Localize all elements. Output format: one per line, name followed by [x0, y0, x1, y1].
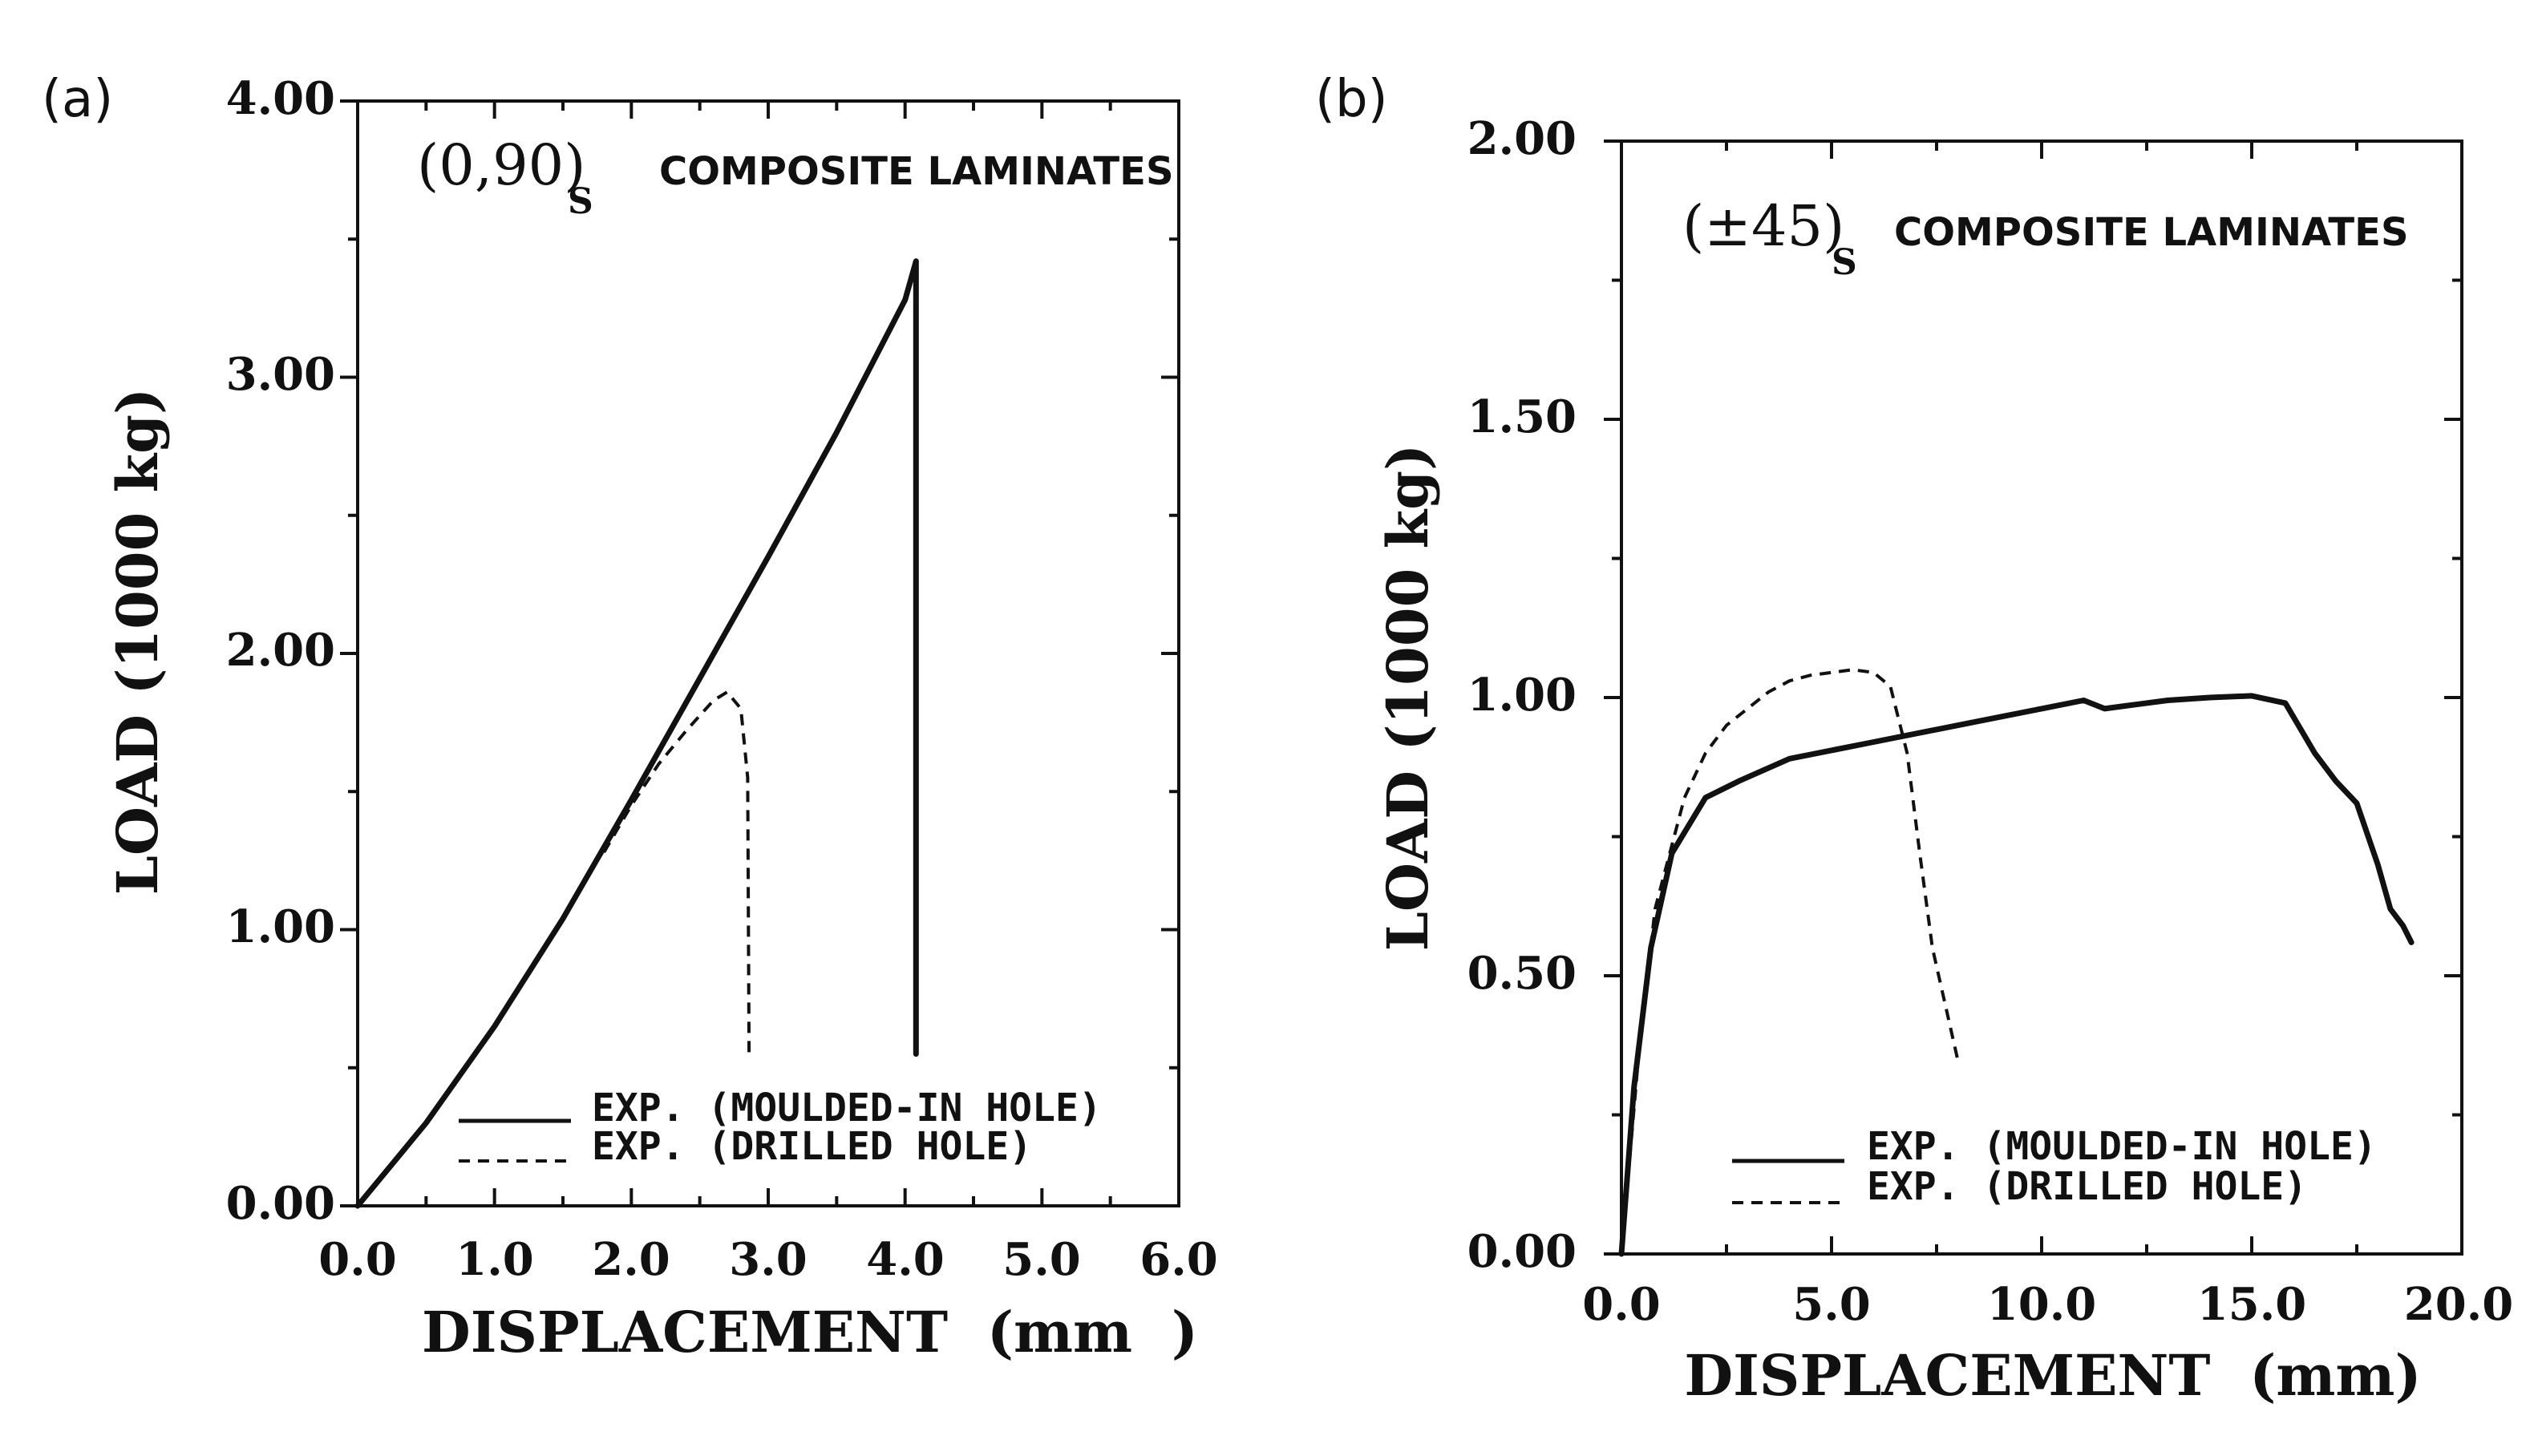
panel-b-label: (b) — [1315, 70, 1388, 129]
panel-a-drilled-hole-line — [602, 690, 751, 1054]
panel-a-xtick-label: 2.0 — [592, 1233, 670, 1286]
panel-b-laminate-label: (±45) — [1682, 193, 1844, 259]
panel-a-ytick-label: 0.00 — [226, 1177, 335, 1230]
panel-b-ylabel: LOAD (1000 kg) — [1374, 444, 1441, 951]
panel-b-annotation-text: COMPOSITE LAMINATES — [1894, 210, 2409, 255]
panel-a-legend: EXP. (MOULDED-IN HOLE) EXP. (DRILLED HOL… — [459, 1086, 1102, 1169]
panel-b-legend-label: EXP. (DRILLED HOLE) — [1867, 1164, 2307, 1209]
panel-b-ytick-label: 1.50 — [1467, 390, 1577, 443]
panel-a-legend-label: EXP. (MOULDED-IN HOLE) — [592, 1086, 1102, 1130]
panel-a: (a) 0.00 1.00 2.00 3.00 4.00 0.0 1.0 2.0… — [42, 70, 1218, 1365]
panel-a-xtick-label: 3.0 — [729, 1233, 807, 1286]
panel-b-moulded-hole-line — [1618, 693, 2415, 1257]
panel-a-ytick-label: 2.00 — [226, 624, 335, 677]
panel-a-ylabel: LOAD (1000 kg) — [104, 388, 171, 895]
panel-a-frame — [356, 99, 1180, 1207]
panel-b: (b) 0.00 0.50 1.00 1.50 2.00 0.0 5.0 10.… — [1315, 70, 2513, 1409]
panel-a-annotation-text: COMPOSITE LAMINATES — [659, 149, 1174, 194]
panel-b-xlabel: DISPLACEMENT (mm) — [1684, 1342, 2421, 1409]
panel-a-ytick-label: 1.00 — [226, 900, 335, 953]
panel-a-xtick-label: 0.0 — [318, 1233, 396, 1286]
panel-b-legend: EXP. (MOULDED-IN HOLE) EXP. (DRILLED HOL… — [1732, 1124, 2377, 1209]
panel-b-drilled-hole-line — [1620, 668, 1960, 1255]
panel-a-laminate-label: (0,90) — [417, 132, 585, 198]
panel-b-xtick-label: 15.0 — [2197, 1278, 2306, 1331]
panel-b-ytick-label: 0.00 — [1467, 1225, 1577, 1278]
panel-a-xlabel: DISPLACEMENT (mm ) — [422, 1299, 1198, 1365]
panel-a-xtick-label: 5.0 — [1002, 1233, 1080, 1286]
panel-b-ytick-label: 2.00 — [1467, 112, 1577, 165]
panel-b-ytick-label: 0.50 — [1467, 947, 1577, 1000]
panel-a-laminate-subscript: S — [568, 181, 593, 222]
panel-b-ytick-label: 1.00 — [1467, 669, 1577, 722]
panel-b-frame — [1620, 140, 2463, 1256]
panel-b-ticks — [1604, 140, 2463, 1256]
panel-a-ytick-label: 3.00 — [226, 348, 335, 401]
panel-a-ticks — [340, 99, 1180, 1207]
panel-a-xtick-label: 1.0 — [455, 1233, 533, 1286]
panel-b-xtick-label: 0.0 — [1582, 1278, 1660, 1331]
panel-a-series — [354, 258, 919, 1209]
panel-b-xtick-label: 20.0 — [2404, 1278, 2513, 1331]
panel-a-xtick-label: 6.0 — [1139, 1233, 1217, 1286]
panel-a-legend-label: EXP. (DRILLED HOLE) — [592, 1124, 1032, 1169]
panel-a-xtick-label: 4.0 — [866, 1233, 944, 1286]
panel-a-moulded-hole-line — [354, 258, 919, 1209]
panel-b-xtick-label: 5.0 — [1792, 1278, 1870, 1331]
panel-b-legend-label: EXP. (MOULDED-IN HOLE) — [1867, 1124, 2377, 1169]
panel-a-ytick-label: 4.00 — [226, 72, 335, 125]
panel-b-laminate-subscript: S — [1832, 242, 1857, 283]
panel-a-label: (a) — [42, 70, 113, 129]
panel-b-xtick-label: 10.0 — [1987, 1278, 2096, 1331]
panel-b-series — [1618, 668, 2415, 1257]
